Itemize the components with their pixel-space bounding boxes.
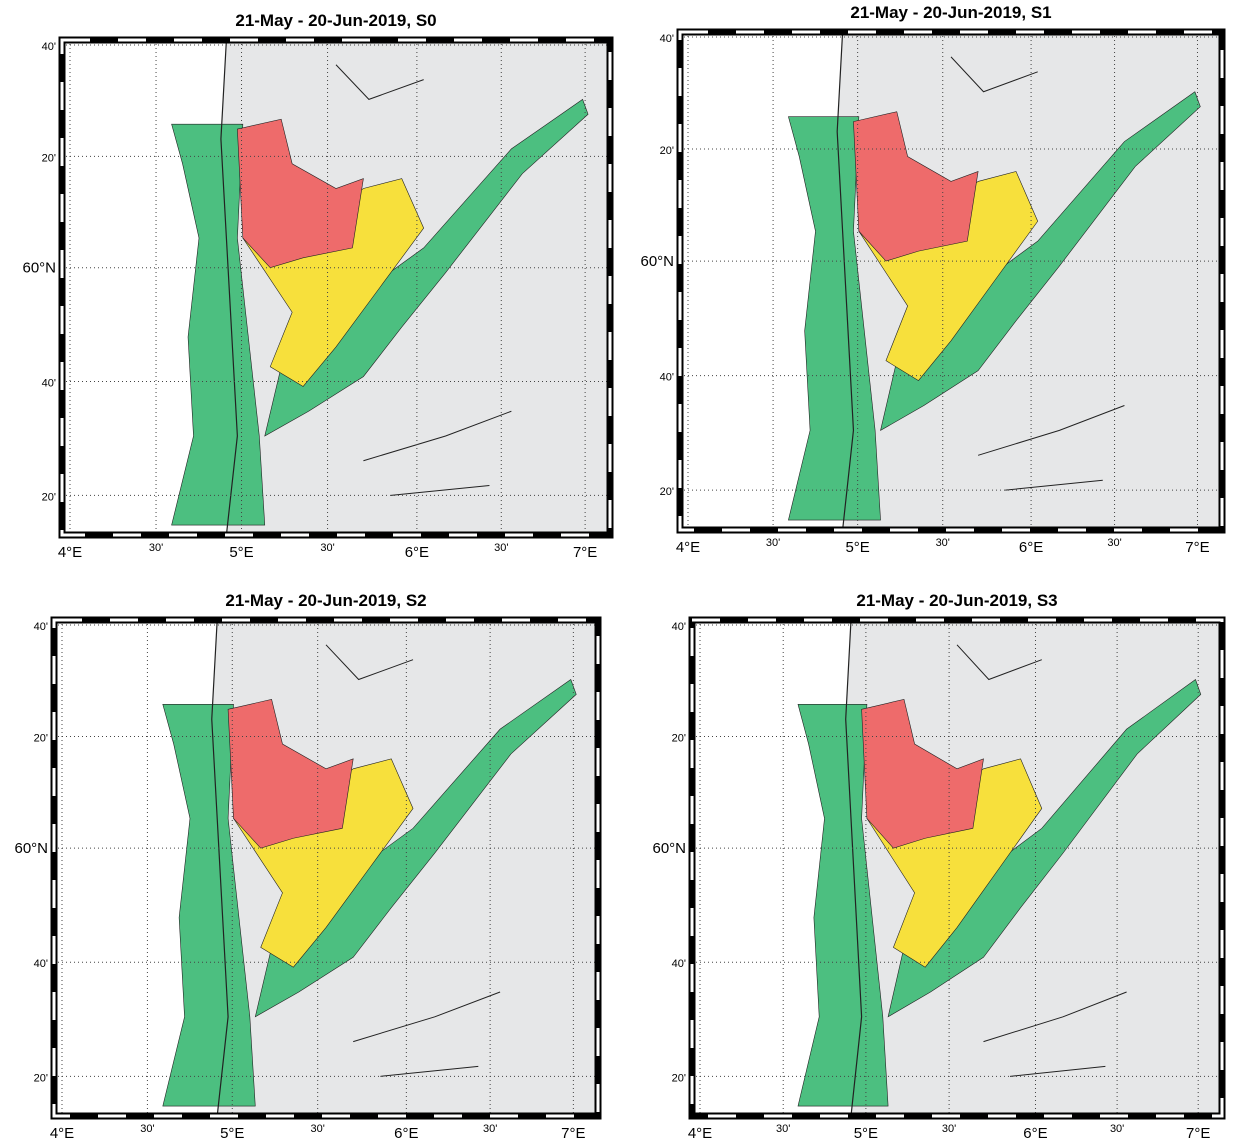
inland-waters [325, 644, 501, 1077]
x-tick-label: 30' [140, 1123, 154, 1135]
x-tick-label: 7°E [573, 544, 597, 561]
y-tick-label: 40' [660, 33, 674, 45]
coastline [845, 619, 863, 1117]
fjord-red [227, 699, 354, 849]
y-tick-label: 20' [34, 733, 48, 745]
x-tick-label: 4°E [688, 1125, 712, 1138]
y-tick-label: 60°N [22, 260, 56, 277]
y-tick-label: 20' [42, 152, 56, 164]
y-tick-label: 20' [660, 145, 674, 157]
frame-ticks [690, 618, 1224, 1118]
x-tick-label: 4°E [676, 539, 700, 556]
y-tick-label: 60°N [640, 253, 674, 270]
x-tick-label: 30' [766, 537, 780, 549]
y-tick-label: 60°N [652, 840, 686, 857]
x-tick-label: 30' [149, 542, 163, 554]
frame-ticks [60, 38, 612, 537]
x-tick-label: 30' [1110, 1123, 1124, 1135]
y-tick-label: 40' [660, 372, 674, 384]
coastline [836, 31, 855, 531]
y-tick-label: 40' [42, 41, 56, 53]
y-tick-label: 20' [672, 733, 686, 745]
y-tick-label: 20' [34, 1072, 48, 1084]
frame-ticks [678, 30, 1224, 532]
inland-waters [950, 56, 1125, 491]
panel-title: 21-May - 20-Jun-2019, S2 [225, 591, 426, 610]
x-tick-label: 30' [311, 1123, 325, 1135]
x-tick-label: 30' [936, 537, 950, 549]
x-tick-label: 6°E [405, 544, 429, 561]
x-tick-label: 5°E [229, 544, 253, 561]
x-tick-label: 7°E [1185, 539, 1209, 556]
x-tick-label: 7°E [561, 1125, 585, 1138]
y-tick-label: 40' [672, 958, 686, 970]
offshore-zone [788, 116, 881, 521]
y-tick-label: 20' [672, 1072, 686, 1084]
x-tick-label: 30' [776, 1123, 790, 1135]
x-tick-label: 6°E [394, 1125, 418, 1138]
x-tick-label: 6°E [1023, 1125, 1047, 1138]
y-tick-label: 40' [672, 621, 686, 633]
x-tick-label: 30' [942, 1123, 956, 1135]
x-tick-label: 5°E [220, 1125, 244, 1138]
coastline [211, 619, 229, 1117]
x-tick-label: 30' [494, 542, 508, 554]
frame-ticks [52, 618, 600, 1118]
offshore-zone [797, 704, 889, 1107]
x-tick-label: 30' [320, 542, 334, 554]
map-panel: 21-May - 20-Jun-2019, S1 4°E 30' 5°E 30' 6°E 3… [640, 3, 1226, 556]
x-tick-label: 30' [1107, 537, 1121, 549]
panel-title: 21-May - 20-Jun-2019, S0 [235, 11, 436, 30]
x-tick-label: 4°E [50, 1125, 74, 1138]
map-panel: 21-May - 20-Jun-2019, S2 4°E 30' 5°E 30' 6°E 3… [14, 591, 602, 1138]
panel-title: 21-May - 20-Jun-2019, S3 [856, 591, 1057, 610]
map-panel: 21-May - 20-Jun-2019, S3 4°E 30' 5°E 30' 6°E 3… [652, 591, 1226, 1138]
y-tick-label: 20' [42, 491, 56, 503]
fjord-red [237, 118, 364, 269]
inland-waters [335, 64, 512, 496]
x-tick-label: 30' [483, 1123, 497, 1135]
y-tick-label: 40' [34, 621, 48, 633]
x-tick-label: 6°E [1019, 539, 1043, 556]
x-tick-label: 5°E [854, 1125, 878, 1138]
y-tick-label: 20' [660, 486, 674, 498]
x-tick-label: 7°E [1186, 1125, 1210, 1138]
coastline [220, 39, 238, 536]
map-panel: 21-May - 20-Jun-2019, S0 4°E 30' 5°E 30' 6°E 3… [22, 11, 614, 561]
y-tick-label: 60°N [14, 840, 48, 857]
x-tick-label: 5°E [845, 539, 869, 556]
inland-waters [956, 644, 1127, 1077]
offshore-zone [162, 704, 256, 1107]
y-tick-label: 40' [42, 378, 56, 390]
y-tick-label: 40' [34, 958, 48, 970]
panel-title: 21-May - 20-Jun-2019, S1 [850, 3, 1051, 22]
x-tick-label: 4°E [58, 544, 82, 561]
